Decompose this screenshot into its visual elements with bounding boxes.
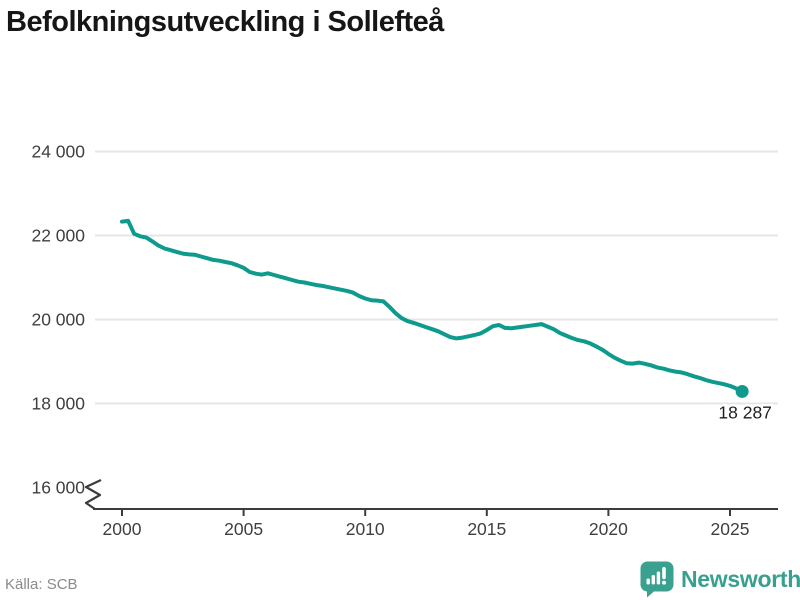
newsworthy-logo[interactable]: Newsworthy xyxy=(640,561,800,598)
newsworthy-bubble-chart-icon xyxy=(640,561,674,598)
y-tick-label-20000: 20 000 xyxy=(31,310,85,330)
y-tick-label-22000: 22 000 xyxy=(31,226,85,246)
x-tick-label-2005: 2005 xyxy=(224,519,263,539)
y-tick-label-16000: 16 000 xyxy=(31,478,85,498)
newsworthy-wordmark: Newsworthy xyxy=(681,566,800,592)
last-value-label: 18 287 xyxy=(718,402,772,422)
axis-break-icon xyxy=(84,479,102,510)
x-tick-label-2000: 2000 xyxy=(103,519,142,539)
population-line-chart: 16 000 18 000 20 000 22 000 24 000 18 287 2000… xyxy=(31,142,778,539)
last-value-dot xyxy=(735,384,749,398)
x-tick-label-2015: 2015 xyxy=(467,519,506,539)
x-tick-label-2010: 2010 xyxy=(346,519,385,539)
page-title: Befolkningsutveckling i Sollefteå xyxy=(6,6,444,38)
x-tick-label-2025: 2025 xyxy=(711,519,750,539)
x-tick-label-2020: 2020 xyxy=(589,519,628,539)
source-note: Källa: SCB xyxy=(5,576,78,593)
y-tick-label-24000: 24 000 xyxy=(31,142,85,162)
y-tick-label-18000: 18 000 xyxy=(31,394,85,414)
population-series-line xyxy=(120,218,745,394)
